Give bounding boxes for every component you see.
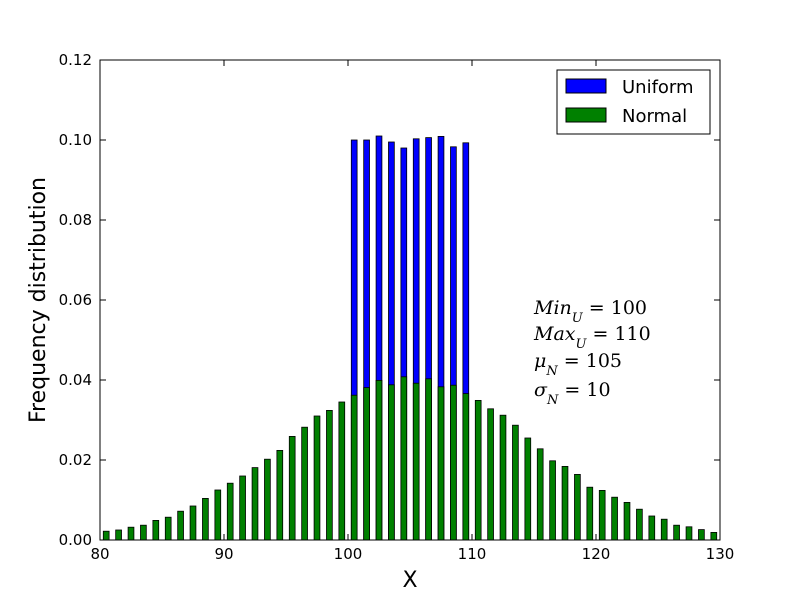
bar-normal-10 [226,482,234,541]
bar-normal-15 [288,435,296,541]
y-tick-label: 0.04 [59,371,92,389]
bar-normal-46 [673,524,680,541]
x-tick-label: 120 [582,545,611,563]
bar-normal-38 [574,473,581,541]
x-tick-label: 110 [458,545,487,563]
bar-normal-13 [264,458,271,541]
bar-normal-34 [524,437,532,541]
bar-normal-20 [350,394,358,541]
bar-normal-1 [115,529,122,541]
x-tick-label: 130 [706,545,735,563]
y-tick-label: 0.06 [59,291,92,309]
y-axis-ticks: 0.00 0.02 0.04 0.06 0.08 0.10 0.12 [59,51,720,549]
bar-normal-26 [425,378,432,541]
y-tick-label: 0.02 [59,451,92,469]
uniform-series [350,135,470,541]
legend-label-uniform: Uniform [622,77,694,98]
bar-normal-32 [499,414,507,541]
bar-normal-33 [512,424,519,541]
bar-normal-36 [549,460,556,541]
legend-label-normal: Normal [622,106,687,127]
bar-normal-37 [561,465,569,541]
annotation-line: MaxU = 110 [533,323,651,352]
bar-normal-42 [623,501,631,541]
x-axis-label: X [402,568,417,593]
bar-normal-14 [276,449,284,541]
bar-normal-18 [326,409,333,541]
bar-normal-35 [536,448,544,541]
y-tick-label: 0.08 [59,211,92,229]
bar-normal-25 [412,382,420,541]
bar-normal-45 [660,518,668,541]
bar-normal-43 [636,508,643,541]
y-tick-label: 0.00 [59,531,92,549]
bar-normal-9 [214,489,222,541]
bar-normal-30 [474,399,482,541]
bar-normal-28 [450,384,457,541]
bar-normal-17 [313,415,321,541]
bar-normal-44 [648,515,656,541]
x-tick-label: 80 [90,545,109,563]
normal-series [102,376,718,541]
bar-normal-24 [400,376,408,541]
x-axis-ticks: 80 90 100 110 120 130 [90,60,734,563]
bar-normal-4 [152,520,160,541]
bar-normal-49 [710,532,718,541]
y-tick-label: 0.10 [59,131,92,149]
bar-normal-7 [189,505,197,541]
bar-normal-8 [202,497,209,541]
bar-normal-3 [140,524,147,541]
bar-normal-39 [586,486,594,541]
bar-normal-0 [102,530,110,541]
bar-normal-48 [698,529,705,541]
bar-normal-5 [164,516,172,541]
legend-swatch-normal [565,107,607,123]
bar-normal-41 [611,496,618,541]
legend-swatch-uniform [565,78,607,94]
bar-normal-31 [487,408,494,541]
x-tick-label: 100 [334,545,363,563]
annotation-line: μN = 105 [534,350,622,379]
y-tick-label: 0.12 [59,51,92,69]
bar-normal-27 [437,386,445,541]
bar-normal-6 [177,510,184,541]
bar-normal-29 [462,393,470,541]
bar-normal-2 [127,526,135,541]
bar-normal-22 [375,379,383,541]
bar-normal-16 [301,426,308,541]
y-axis-label: Frequency distribution [26,177,51,423]
bar-normal-12 [251,467,259,541]
x-tick-label: 90 [214,545,233,563]
bar-normal-40 [598,489,606,541]
bar-normal-23 [388,384,395,541]
annotation-line: MinU = 100 [533,297,647,326]
bar-normal-47 [685,526,693,541]
bar-normal-11 [239,475,246,541]
legend: Uniform Normal [556,69,711,135]
bar-normal-21 [363,387,370,541]
bar-normal-19 [338,401,346,541]
annotation-line: σN = 10 [534,379,611,408]
